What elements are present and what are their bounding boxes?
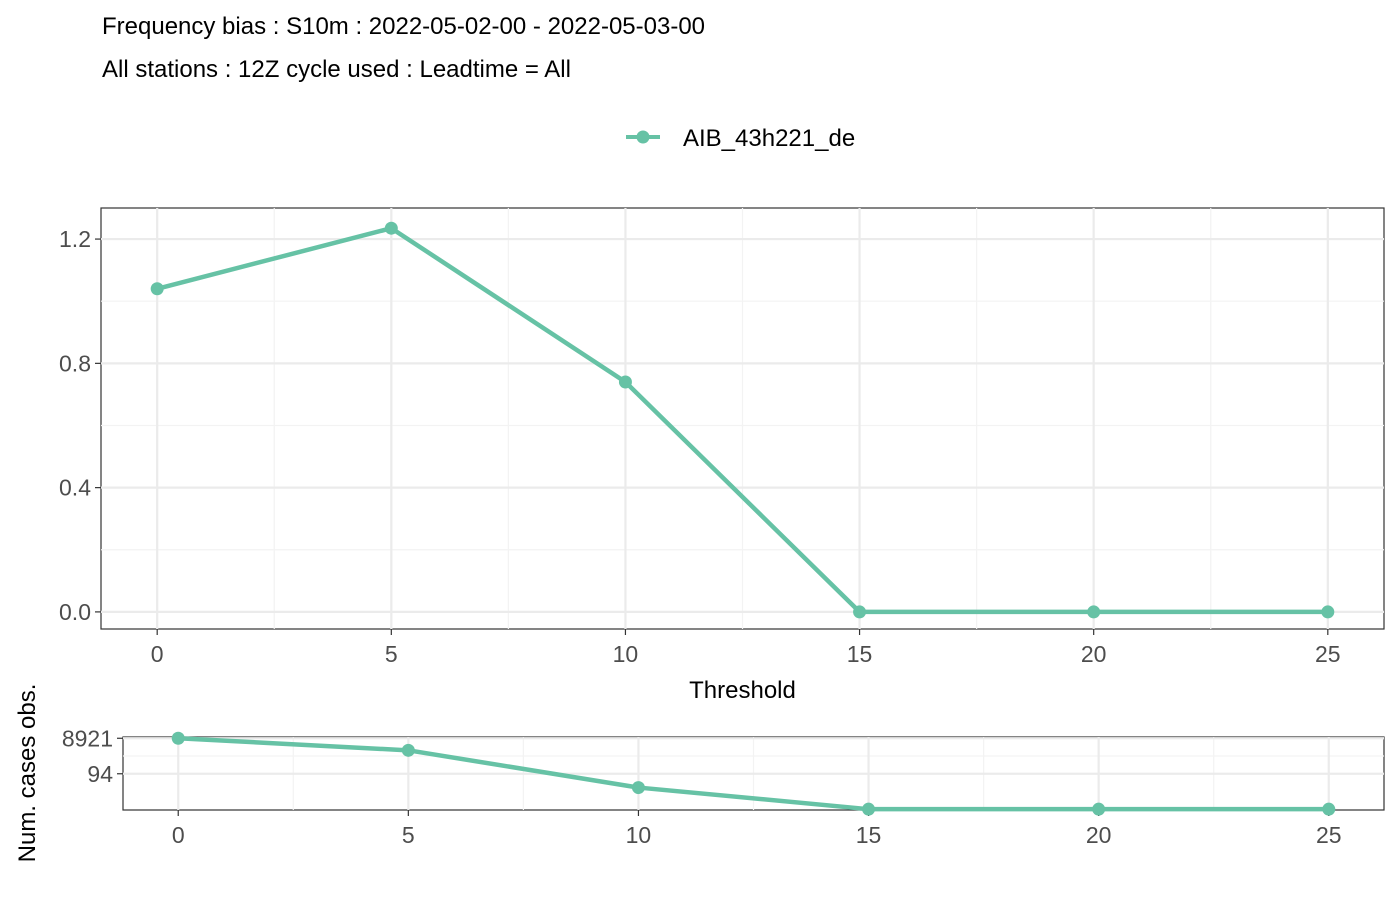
- legend: AIB_43h221_de: [626, 125, 855, 152]
- x-tick-label: 20: [1081, 641, 1107, 667]
- y-axis: 0.0 0.4 0.8 1.2: [59, 226, 101, 625]
- data-point: [1092, 802, 1106, 816]
- data-point: [401, 743, 415, 757]
- data-point: [618, 375, 632, 389]
- x-tick-label: 10: [626, 822, 652, 848]
- x-axis: 0 5 10 15 20 25: [151, 629, 1341, 667]
- x-tick-label: 5: [402, 822, 415, 848]
- data-point: [862, 802, 876, 816]
- main-panel: 0 5 10 15 20 25 0.0 0.4 0.8 1.2 Threshold: [59, 207, 1385, 704]
- data-point: [150, 282, 164, 296]
- data-point: [384, 221, 398, 235]
- y-tick-label: 0.4: [59, 475, 91, 501]
- data-point: [1322, 802, 1336, 816]
- series: [171, 731, 1336, 816]
- x-tick-label: 5: [385, 641, 398, 667]
- cases-panel: 0 5 10 15 20 25 8921 94 Num. cases obs.: [14, 684, 1385, 863]
- x-tick-label: 0: [151, 641, 164, 667]
- series: [150, 221, 1335, 619]
- series-line: [175, 736, 1332, 812]
- x-tick-label: 25: [1316, 822, 1342, 848]
- data-point: [1321, 605, 1335, 619]
- x-tick-label: 10: [613, 641, 639, 667]
- y-tick-label: 0.8: [59, 350, 91, 376]
- chart-subtitle: All stations : 12Z cycle used : Leadtime…: [102, 56, 571, 83]
- x-tick-label: 0: [172, 822, 185, 848]
- x-axis-title: Threshold: [689, 677, 796, 704]
- x-axis: 0 5 10 15 20 25: [172, 810, 1342, 848]
- y-tick-label: 8921: [62, 725, 113, 751]
- data-point: [853, 605, 867, 619]
- data-point: [171, 731, 185, 745]
- y-axis-title: Num. cases obs.: [14, 684, 41, 863]
- y-tick-label: 0.0: [59, 599, 91, 625]
- chart-title: Frequency bias : S10m : 2022-05-02-00 - …: [102, 13, 705, 40]
- data-point: [631, 781, 645, 795]
- y-tick-label: 1.2: [59, 226, 91, 252]
- x-tick-label: 25: [1315, 641, 1341, 667]
- legend-label: AIB_43h221_de: [683, 125, 855, 152]
- y-tick-label: 94: [87, 761, 113, 787]
- y-axis: 8921 94: [62, 725, 123, 787]
- x-tick-label: 20: [1086, 822, 1112, 848]
- series-line: [154, 225, 1331, 615]
- data-point: [1087, 605, 1101, 619]
- grid-lines: [123, 737, 1384, 810]
- x-tick-label: 15: [847, 641, 873, 667]
- legend-key-point: [636, 130, 650, 144]
- x-tick-label: 15: [856, 822, 882, 848]
